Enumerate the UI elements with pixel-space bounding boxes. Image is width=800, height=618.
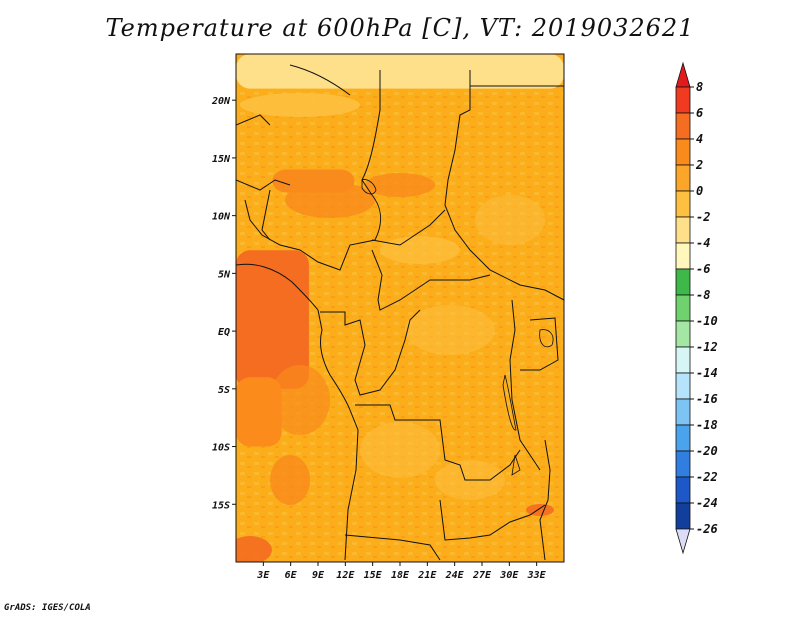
- colorbar-swatch: [675, 372, 691, 400]
- lon-tick-label: 30E: [499, 570, 519, 581]
- colorbar-label: -20: [696, 444, 718, 458]
- lat-tick-label: 5N: [218, 269, 231, 280]
- colorbar-top-arrow: [675, 61, 691, 88]
- colorbar-swatch: [675, 320, 691, 348]
- map-title: Temperature at 600hPa [C], VT: 201903262…: [105, 14, 695, 42]
- colorbar-label: -22: [696, 470, 718, 484]
- colorbar-label: -12: [696, 340, 718, 354]
- colorbar-label: -26: [696, 522, 718, 536]
- map-area: [236, 54, 564, 562]
- colorbar-swatch: [675, 86, 691, 114]
- country-borders: [236, 64, 564, 561]
- region-southwest-warm: [236, 377, 282, 447]
- colorbar-label: -8: [696, 288, 710, 302]
- lat-tick-label: 10N: [212, 212, 231, 223]
- lakes: [361, 179, 554, 476]
- region-north-cool-band: [236, 54, 564, 89]
- colorbar-label: 0: [696, 184, 703, 198]
- colorbar-label: -2: [696, 210, 710, 224]
- colorbar-swatch: [675, 346, 691, 374]
- lon-tick-label: 6E: [285, 570, 298, 581]
- colorbar-swatch: [675, 450, 691, 478]
- lat-tick-label: EQ: [218, 327, 230, 338]
- colorbar-swatch: [675, 216, 691, 244]
- colorbar-label: -18: [696, 418, 718, 432]
- colorbar-swatch: [675, 268, 691, 296]
- grads-credit: GrADS: IGES/COLA: [4, 603, 91, 613]
- colorbar-label: -10: [696, 314, 718, 328]
- lon-tick-label: 21E: [417, 570, 437, 581]
- lon-tick-label: 12E: [336, 570, 355, 581]
- lon-tick-label: 24E: [445, 570, 465, 581]
- lon-tick-label: 18E: [391, 570, 410, 581]
- colorbar-label: -6: [696, 262, 710, 276]
- colorbar-label: 6: [696, 106, 703, 120]
- lat-tick-label: 15S: [212, 500, 230, 511]
- colorbar-swatch: [675, 502, 691, 530]
- colorbar-swatch: [675, 112, 691, 140]
- texture-patches: [236, 93, 554, 562]
- colorbar-label: 2: [695, 158, 703, 172]
- colorbar-swatch: [675, 398, 691, 426]
- colorbar-swatch: [675, 138, 691, 166]
- colorbar-label: -16: [696, 392, 718, 406]
- colorbar-swatch: [675, 424, 691, 452]
- colorbar-swatch: [675, 294, 691, 322]
- lon-tick-label: 3E: [256, 570, 270, 581]
- lat-tick-label: 20N: [211, 96, 231, 107]
- region-west-coast-warm: [236, 250, 309, 389]
- colorbar-swatch: [675, 476, 691, 504]
- lon-tick-label: 15E: [364, 570, 383, 581]
- colorbar-bottom-arrow: [675, 528, 691, 555]
- colorbar-label: -24: [696, 496, 718, 510]
- axis-ticks: 3E 6E 9E 12E 15E 18E 21E 24E 27E 30E 33E 20N 15N 10N 5…: [211, 96, 547, 581]
- lon-tick-label: 27E: [472, 570, 492, 581]
- lon-tick-label: 9E: [312, 570, 325, 581]
- lat-tick-label: 5S: [218, 385, 230, 396]
- colorbar-label: -14: [696, 366, 718, 380]
- colorbar-swatch: [675, 164, 691, 192]
- colorbar: 8 6 4 2 0 -2 -4 -6 -8 -10 -12 -14 -16 -18 -20 -22 -24 -26: [675, 61, 718, 555]
- colorbar-label: -4: [696, 236, 710, 250]
- colorbar-label: 4: [696, 132, 703, 146]
- lat-tick-label: 15N: [212, 154, 231, 165]
- colorbar-swatch: [675, 242, 691, 270]
- lat-tick-label: 10S: [212, 443, 230, 454]
- lon-tick-label: 33E: [527, 570, 547, 581]
- colorbar-label: 8: [696, 80, 703, 94]
- colorbar-swatch: [675, 190, 691, 218]
